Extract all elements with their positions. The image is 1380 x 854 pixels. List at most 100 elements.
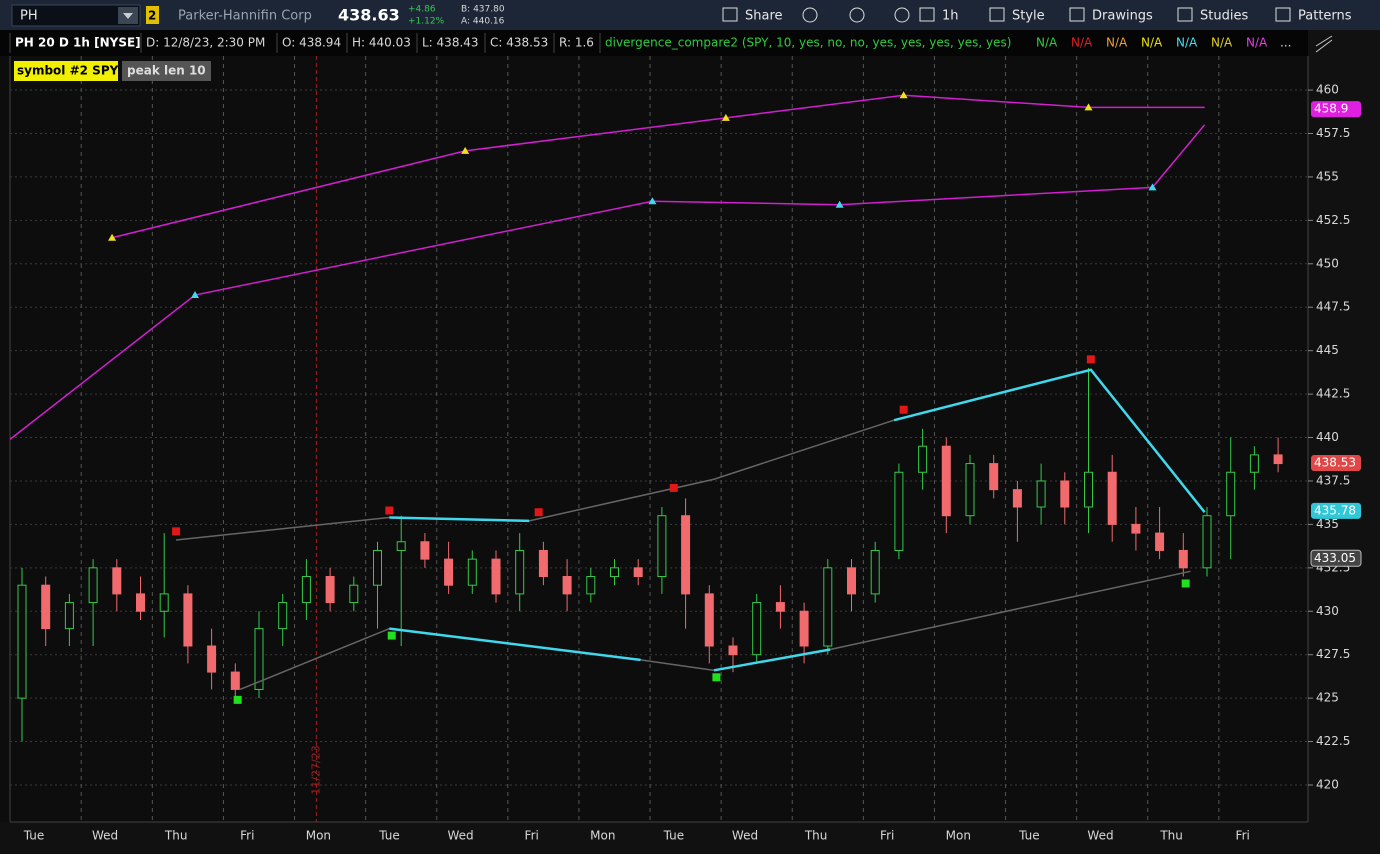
study-output: N/A — [1071, 36, 1093, 50]
toolbar-button[interactable]: Share — [745, 9, 783, 24]
candle-body — [349, 584, 359, 604]
header-field: H: 440.03 — [352, 36, 411, 50]
toolbar-button[interactable]: 1h — [942, 9, 959, 24]
peak-marker — [108, 233, 117, 241]
candle-body — [420, 541, 430, 560]
candle-body — [467, 558, 477, 586]
change-pct: +1.12% — [408, 17, 445, 27]
toolbar-button[interactable]: Drawings — [1092, 9, 1153, 24]
button-icon[interactable] — [1177, 7, 1193, 22]
x-tick-label: Tue — [663, 829, 685, 843]
study-output: N/A — [1106, 36, 1128, 50]
x-tick-label: Mon — [590, 829, 615, 843]
company: Parker-Hannifin Corp — [178, 9, 312, 24]
x-tick-label: Mon — [946, 829, 971, 843]
peak-marker — [899, 91, 908, 99]
y-tick-label: 435 — [1316, 517, 1339, 531]
peak-marker — [1148, 183, 1157, 191]
x-tick-label: Thu — [164, 829, 188, 843]
tool-icon[interactable] — [894, 7, 910, 23]
y-tick-label: 425 — [1316, 691, 1339, 705]
plot: 420422.5425427.5430432.5435437.5440442.5… — [9, 56, 1362, 843]
tool-icon[interactable] — [802, 7, 818, 23]
symbol-box[interactable] — [11, 4, 141, 27]
y-tick-label: 450 — [1316, 256, 1339, 270]
toolbar-buttons: Share 1h Style Drawings Studies Patterns — [722, 7, 1352, 24]
more[interactable]: ... — [1280, 36, 1291, 50]
y-tick-label: 422.5 — [1316, 734, 1350, 748]
x-tick-label: Thu — [1159, 829, 1183, 843]
axis-icon[interactable] — [1315, 35, 1333, 53]
x-tick-label: Tue — [378, 829, 400, 843]
candle-body — [562, 576, 572, 595]
y-tick-label: 457.5 — [1316, 126, 1350, 140]
candle-body — [894, 471, 904, 551]
pivot-marker — [899, 405, 908, 414]
x-tick-label: Wed — [92, 829, 118, 843]
time-axis — [0, 822, 1380, 854]
button-icon[interactable] — [919, 7, 935, 22]
header — [0, 30, 1380, 56]
x-tick-label: Wed — [448, 829, 474, 843]
button-icon[interactable] — [1275, 7, 1291, 22]
candle-body — [775, 602, 785, 612]
tool-icon[interactable] — [849, 7, 865, 23]
button-icon[interactable] — [989, 7, 1005, 22]
label-box — [122, 61, 211, 81]
x-tick-label: Wed — [1087, 829, 1113, 843]
candle-body — [610, 567, 619, 578]
pivot-marker — [534, 508, 543, 517]
toolbar-button[interactable]: Studies — [1200, 9, 1248, 24]
pivot-marker — [669, 483, 678, 492]
ask: A: 440.16 — [461, 17, 505, 27]
overlay-line — [111, 94, 1205, 239]
pivot-marker — [387, 631, 396, 640]
study-label: symbol #2 SPY — [17, 64, 119, 78]
x-tick-label: Fri — [525, 829, 539, 843]
candle-body — [728, 645, 738, 656]
toolbar — [0, 0, 1380, 30]
x-tick-label: Fri — [240, 829, 254, 843]
study-output: N/A — [1036, 36, 1058, 50]
study-label: peak len 10 — [127, 64, 206, 78]
pivot-marker — [1181, 579, 1190, 588]
candle-body — [444, 558, 454, 586]
study-output: N/A — [1141, 36, 1163, 50]
candle-body — [1202, 515, 1212, 569]
link[interactable]: 2 — [148, 9, 156, 23]
x-tick-label: Tue — [1018, 829, 1040, 843]
price-bubble-label: 438.53 — [1314, 456, 1356, 470]
toolbar-button[interactable]: Style — [1012, 9, 1045, 24]
event-label: 11/27/23 — [309, 745, 322, 794]
link-box[interactable] — [146, 6, 159, 24]
peak-marker — [835, 200, 844, 208]
x-tick-label: Wed — [732, 829, 758, 843]
header-field: R: 1.6 — [559, 36, 594, 50]
candle-body — [230, 671, 240, 690]
header-field: divergence_compare2 (SPY, 10, yes, no, n… — [605, 36, 1011, 50]
overlay-line — [9, 124, 1206, 440]
candle-body — [1131, 523, 1141, 534]
pivot-marker — [1086, 355, 1095, 364]
study-output: N/A — [1176, 36, 1198, 50]
button-icon[interactable] — [1069, 7, 1085, 22]
candle-body — [538, 549, 548, 578]
study-output: N/A — [1246, 36, 1268, 50]
candle-body — [657, 515, 667, 578]
candle-body — [183, 593, 193, 647]
toolbar-button[interactable]: Patterns — [1298, 9, 1352, 24]
candle-body — [112, 567, 122, 595]
candle-body — [1107, 471, 1117, 525]
candle-body — [301, 576, 311, 604]
bid: B: 437.80 — [461, 5, 505, 15]
button-icon[interactable] — [722, 7, 738, 22]
overlay-line — [389, 516, 530, 523]
candle-body — [17, 584, 27, 699]
symbol[interactable]: PH — [20, 9, 38, 24]
header-field: PH 20 D 1h [NYSE] — [15, 36, 141, 50]
peak-marker — [1084, 103, 1093, 111]
y-tick-label: 445 — [1316, 343, 1339, 357]
candle-body — [278, 602, 288, 630]
candle-body — [941, 445, 951, 517]
